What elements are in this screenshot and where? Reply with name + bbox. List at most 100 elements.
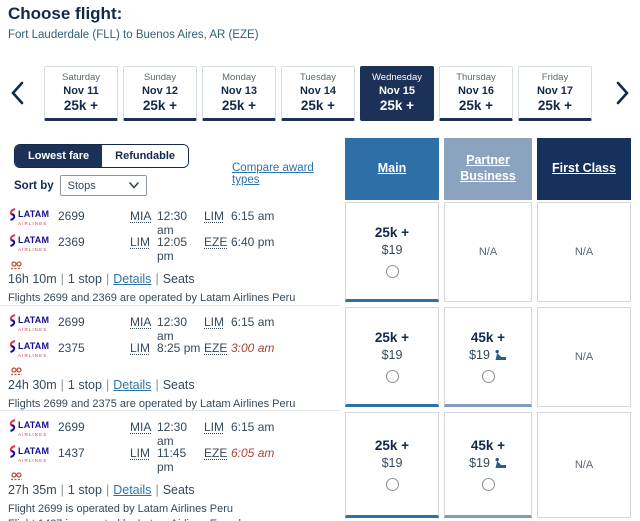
date-card-fare: 25k + [458, 98, 494, 113]
duration: 24h 30m [8, 378, 57, 392]
origin-code: MIA [130, 209, 152, 223]
flight-summary-line: 24h 30m | 1 stop | Details | Seats [8, 378, 195, 392]
destination-code: EZE [204, 446, 228, 460]
award-radio[interactable] [481, 369, 495, 383]
award-radio[interactable] [481, 477, 495, 491]
date-card-nov-11[interactable]: Saturday Nov 11 25k + [44, 66, 118, 121]
date-card-date: Nov 17 [536, 85, 574, 97]
flight-row-3: LATAM AIRLINES 2699 MIA 12:30 am LIM 6:1… [0, 410, 640, 521]
miles-price: 45k + [470, 329, 506, 345]
destination-code: LIM [204, 315, 225, 329]
date-card-nov-14[interactable]: Tuesday Nov 14 25k + [281, 66, 355, 121]
overnight-flight-icon [11, 367, 22, 376]
date-card-fare: 25k + [537, 98, 573, 113]
destination-code: LIM [204, 420, 225, 434]
segment-1: LATAM AIRLINES 2699 MIA 12:30 am LIM 6:1… [8, 206, 340, 237]
date-card-nov-17[interactable]: Friday Nov 17 25k + [518, 66, 592, 121]
details-link[interactable]: Details [113, 272, 152, 286]
date-carousel: Saturday Nov 11 25k + Sunday Nov 12 25k … [0, 66, 640, 128]
flight-number: 2375 [58, 341, 85, 355]
flight-info: LATAM AIRLINES 2699 MIA 12:30 am LIM 6:1… [0, 410, 340, 521]
arrival-time-next-day: 3:00 am [231, 341, 275, 355]
taxes-price: $19 [381, 242, 403, 257]
award-cell-main[interactable]: 25k + $19 [345, 412, 439, 518]
segment-1: LATAM AIRLINES 2699 MIA 12:30 am LIM 6:1… [8, 417, 340, 448]
flight-number: 2369 [58, 235, 85, 249]
flight-info: LATAM AIRLINES 2699 MIA 12:30 am LIM 6:1… [0, 305, 340, 410]
award-cell-main[interactable]: 25k + $19 [345, 202, 439, 302]
flight-number: 2699 [58, 315, 85, 329]
sort-by-label: Sort by [14, 179, 54, 192]
date-card-fare: 25k + [142, 98, 178, 113]
column-header-partner-business[interactable]: Partner Business [444, 138, 532, 200]
latam-swirl-icon [9, 314, 16, 327]
duration: 27h 35m [8, 483, 57, 497]
seats-link[interactable]: Seats [162, 378, 195, 392]
refundable-toggle-button[interactable]: Refundable [102, 145, 189, 167]
details-link[interactable]: Details [113, 483, 152, 497]
flight-row-1: LATAM AIRLINES 2699 MIA 12:30 am LIM 6:1… [0, 200, 640, 305]
compare-award-types-link[interactable]: Compare award types [232, 162, 314, 186]
not-available: N/A [574, 351, 594, 363]
segment-2: LATAM AIRLINES 1437 LIM 11:45 pm EZE 6:0… [8, 443, 340, 474]
flight-summary-line: 27h 35m | 1 stop | Details | Seats [8, 483, 195, 497]
award-radio[interactable] [385, 477, 399, 491]
latam-logo: LATAM AIRLINES [8, 312, 58, 333]
departure-time: 8:25 pm [157, 341, 201, 355]
date-card-nov-16[interactable]: Thursday Nov 16 25k + [439, 66, 513, 121]
overnight-flight-icon [11, 472, 22, 481]
seats-link[interactable]: Seats [162, 483, 195, 497]
flight-info: LATAM AIRLINES 2699 MIA 12:30 am LIM 6:1… [0, 200, 340, 305]
sort-by: Sort by Stops [14, 175, 147, 196]
award-cell-main[interactable]: 25k + $19 [345, 307, 439, 407]
date-card-day: Friday [541, 72, 569, 83]
date-card-date: Nov 13 [220, 85, 258, 97]
sort-dropdown[interactable]: Stops [59, 175, 147, 196]
stops: 1 stop [67, 378, 102, 392]
arrival-time: 6:15 am [231, 209, 275, 223]
award-cell-first-class: N/A [537, 412, 631, 518]
seats-link[interactable]: Seats [162, 272, 195, 286]
latam-swirl-icon [9, 340, 16, 353]
lie-flat-seat-icon [495, 457, 506, 468]
arrival-time: 6:15 am [231, 315, 275, 329]
operated-by-note: Flight 2699 is operated by Latam Airline… [8, 503, 251, 521]
date-card-fare: 25k + [221, 98, 257, 113]
award-cell-partner-business[interactable]: 45k + $19 [444, 412, 532, 518]
lie-flat-seat-icon [495, 349, 506, 360]
date-card-date: Nov 11 [63, 85, 99, 97]
lowest-fare-toggle-button[interactable]: Lowest fare [15, 145, 103, 167]
award-radio[interactable] [385, 369, 399, 383]
date-card-day: Saturday [61, 72, 101, 83]
column-header-main[interactable]: Main [345, 138, 439, 200]
chevron-left-icon[interactable] [7, 80, 29, 108]
latam-swirl-icon [9, 208, 16, 221]
origin-code: LIM [130, 341, 151, 355]
date-card-date: Nov 12 [141, 85, 179, 97]
segment-1: LATAM AIRLINES 2699 MIA 12:30 am LIM 6:1… [8, 312, 340, 343]
segment-2: LATAM AIRLINES 2375 LIM 8:25 pm EZE 3:00… [8, 338, 340, 364]
not-available: N/A [574, 246, 594, 258]
chevron-down-icon [128, 182, 139, 189]
taxes-price: $19 [381, 455, 403, 470]
chevron-right-icon[interactable] [611, 80, 633, 108]
award-radio[interactable] [385, 264, 399, 278]
operated-by-note: Flights 2699 and 2375 are operated by La… [8, 398, 296, 410]
latam-logo: LATAM AIRLINES [8, 232, 58, 253]
taxes-price: $19 [469, 347, 490, 362]
award-cells: 25k + $19 45k + $19 N/A [345, 305, 631, 410]
details-link[interactable]: Details [113, 378, 152, 392]
flight-number: 2699 [58, 209, 85, 223]
date-card-nov-13[interactable]: Monday Nov 13 25k + [202, 66, 276, 121]
route-subtitle: Fort Lauderdale (FLL) to Buenos Aires, A… [8, 29, 259, 41]
date-card-fare: 25k + [379, 98, 415, 113]
date-card-nov-12[interactable]: Sunday Nov 12 25k + [123, 66, 197, 121]
destination-code: EZE [204, 235, 228, 249]
filters-area: Lowest fare Refundable Sort by Stops Com… [0, 138, 340, 200]
column-header-first-class[interactable]: First Class [537, 138, 631, 200]
flight-number: 2699 [58, 420, 85, 434]
departure-time: 12:30 am [157, 315, 188, 343]
arrival-time: 6:40 pm [231, 235, 275, 249]
date-card-nov-15-selected[interactable]: Wednesday Nov 15 25k + [360, 66, 434, 121]
award-cell-partner-business[interactable]: 45k + $19 [444, 307, 532, 407]
